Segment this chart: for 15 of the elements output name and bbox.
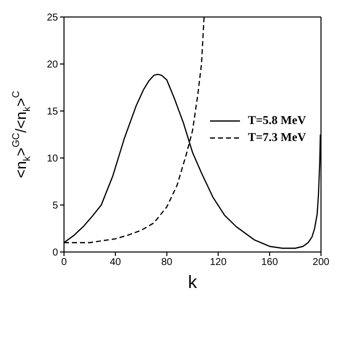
x-tick-label: 160	[261, 257, 278, 268]
x-tick-label: 40	[110, 257, 122, 268]
x-tick-label: 200	[312, 257, 330, 268]
legend-label: T=5.8 MeV	[248, 113, 306, 128]
y-tick-label: 5	[52, 200, 58, 212]
y-tick-label: 15	[46, 106, 58, 118]
x-axis-title: k	[188, 272, 198, 292]
y-tick-label: 10	[46, 154, 58, 165]
y-tick-label: 0	[52, 248, 58, 259]
x-tick-label: 0	[61, 257, 68, 268]
x-tick-label: 80	[161, 257, 173, 268]
x-tick-label: 120	[210, 257, 227, 268]
y-tick-label: 20	[46, 60, 58, 71]
y-tick-label: 25	[46, 12, 58, 24]
legend-label: T=7.3 MeV	[248, 130, 306, 145]
